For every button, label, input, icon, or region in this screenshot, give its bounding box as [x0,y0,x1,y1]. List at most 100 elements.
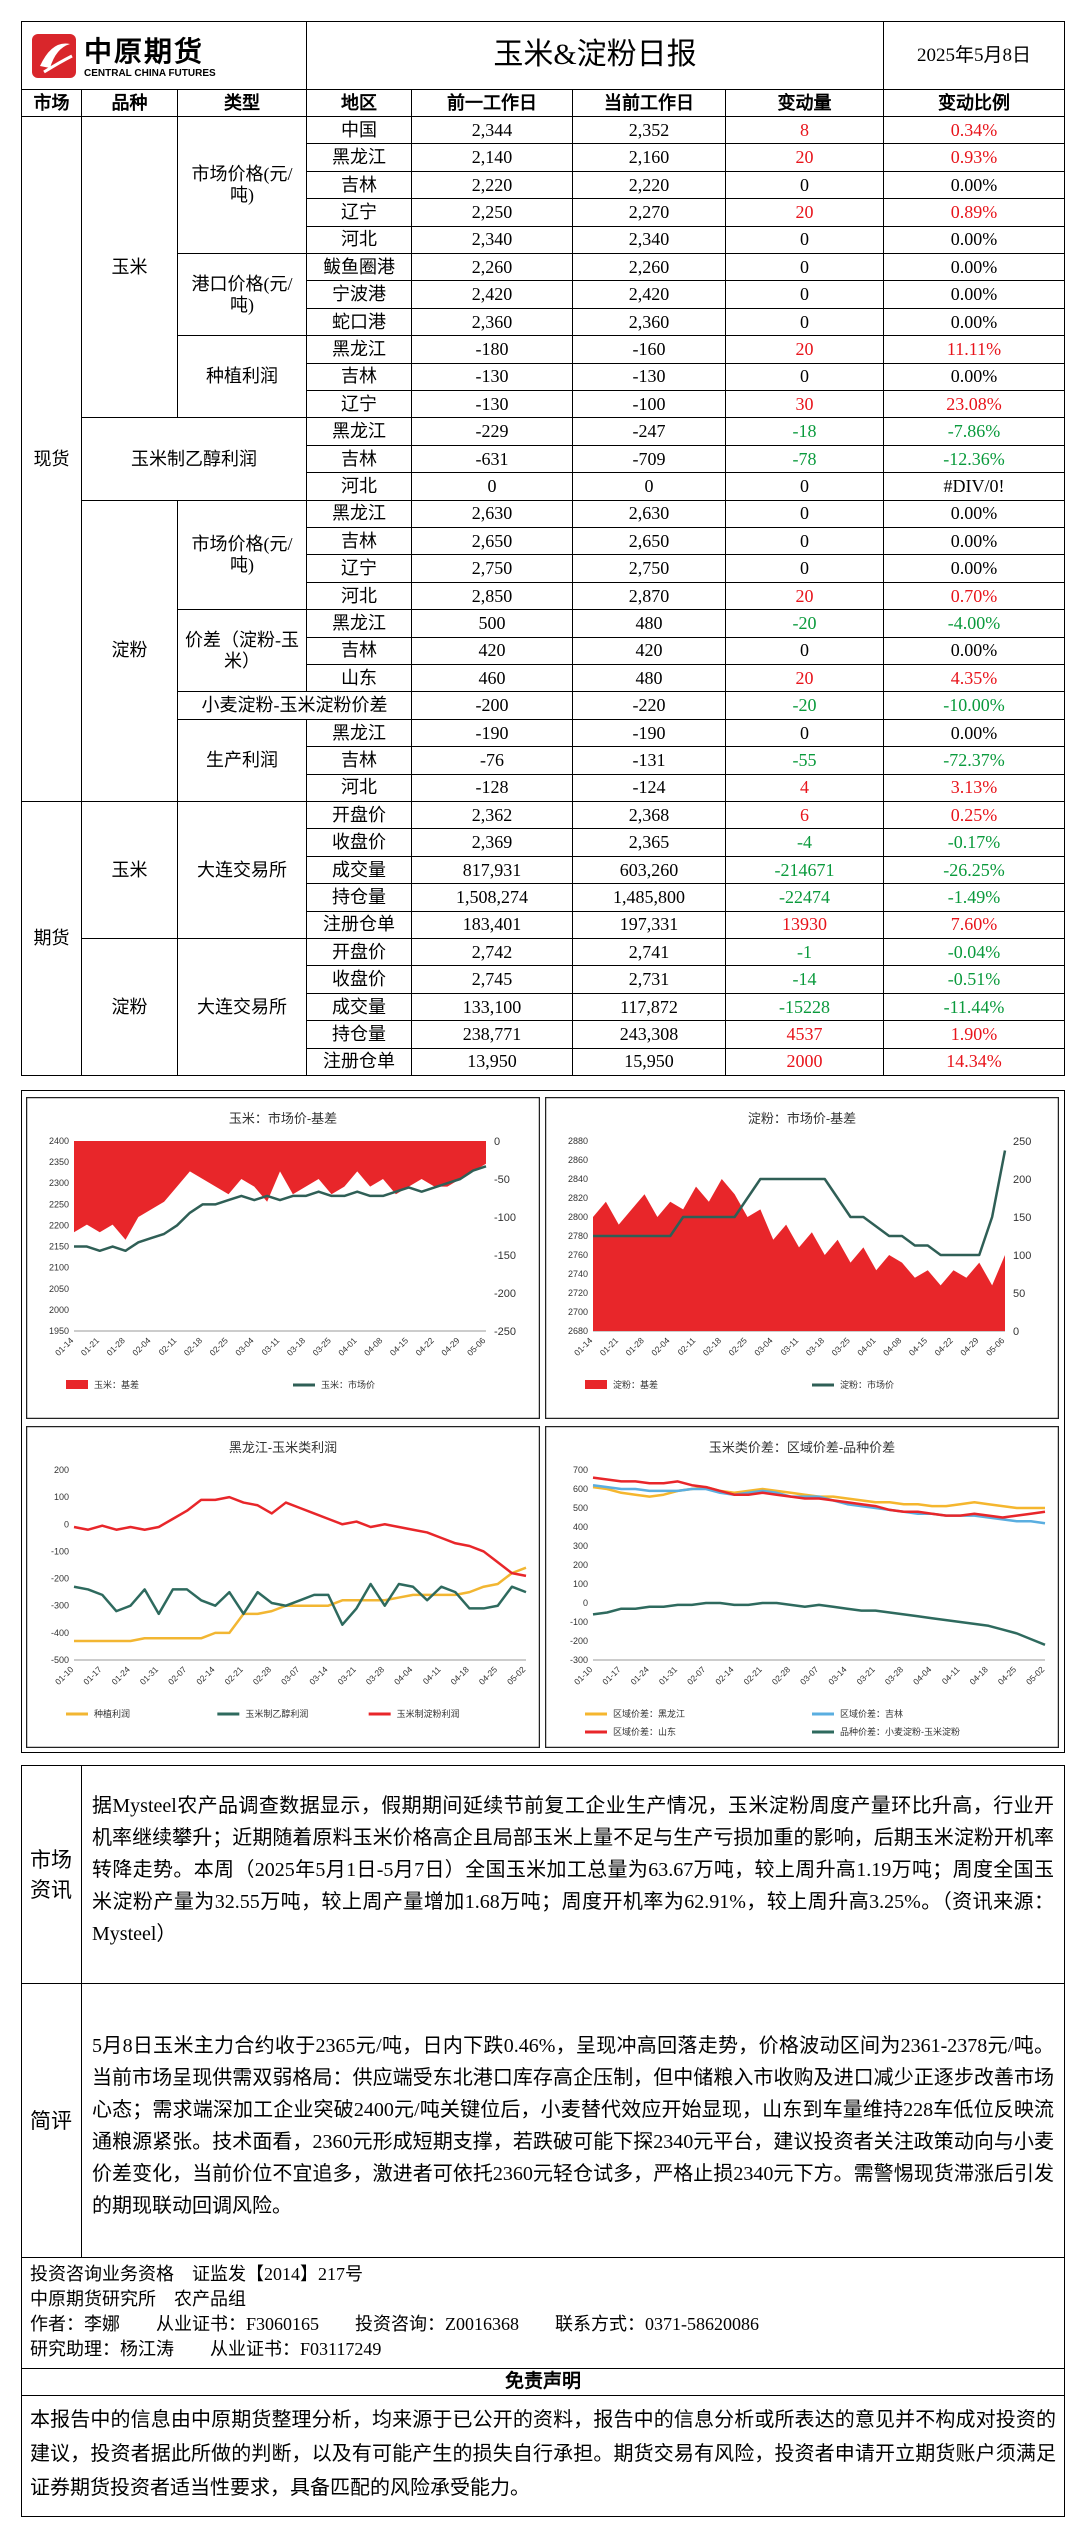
disclaimer-box [21,2395,1065,2517]
y2-tick-label: 0 [494,1136,500,1148]
change-ratio: 0.00% [883,527,1065,556]
change-value: 8 [725,116,884,145]
y2-tick-label: 250 [1013,1136,1031,1148]
change-ratio: 0.34% [883,116,1065,145]
change-ratio: 0.00% [883,307,1065,337]
legend-label: 品种价差：小麦淀粉-玉米淀粉 [840,1726,960,1737]
change-ratio: 23.08% [883,390,1065,419]
change-value: 0 [725,554,884,583]
y-tick-label: 2680 [568,1326,588,1336]
prev-value: -128 [411,773,573,802]
prev-value: 133,100 [411,992,573,1022]
line-series [73,1582,527,1626]
prev-value: -180 [411,335,573,364]
change-value: -20 [725,691,884,720]
legend-label: 区域价差：黑龙江 [613,1708,685,1719]
region: 黑龙江 [306,143,412,172]
change-ratio: 0.00% [883,362,1065,391]
region: 吉林 [306,444,412,474]
chart: 玉米：市场价-基差 1950 2000 2050 2100 2150 2200 2250 230… [26,1097,540,1419]
prev-value: 2,745 [411,965,573,994]
change-value: 0 [725,472,884,501]
change-value: -14 [725,965,884,994]
current-value: 2,368 [572,801,726,830]
prev-value: 420 [411,636,573,665]
y2-tick-label: 200 [1013,1174,1031,1186]
y-tick-label: 2400 [49,1136,69,1146]
prev-value: 2,420 [411,280,573,309]
change-value: -214671 [725,855,884,885]
footer-line: 中原期货研究所 农产品组 [30,2289,246,2309]
prev-value: 460 [411,664,573,693]
change-ratio: 0.00% [883,170,1065,200]
current-value: 603,260 [572,855,726,885]
change-ratio: 1.90% [883,1020,1065,1049]
logo-cell: 中原期货 CENTRAL CHINA FUTURES [21,21,307,90]
change-value: -1 [725,938,884,967]
change-ratio: 0.89% [883,198,1065,227]
y-tick-label: 2700 [568,1307,588,1317]
region: 吉林 [306,170,412,200]
y-tick-label: 2860 [568,1155,588,1165]
column-header: 变动量 [725,89,884,117]
y-tick-label: 1950 [49,1326,69,1336]
y-tick-label: -100 [51,1546,69,1556]
type-label: 种植利润 [177,335,307,419]
legend-label: 淀粉：市场价 [840,1379,894,1390]
y-tick-label: 500 [573,1503,588,1513]
variety-label: 玉米 [81,801,178,939]
column-header: 变动比例 [883,89,1065,117]
y-tick-label: -300 [570,1655,588,1665]
current-value: -160 [572,335,726,364]
current-value: 2,360 [572,307,726,337]
current-value: 2,220 [572,170,726,200]
change-ratio: 0.00% [883,253,1065,282]
change-ratio: 11.11% [883,335,1065,364]
change-value: 20 [725,335,884,364]
news-label: 市场资讯 [30,1847,72,1902]
change-value: -78 [725,444,884,474]
current-value: -131 [572,746,726,775]
change-value: 20 [725,664,884,693]
footer-line: 作者：李娜 从业证书：F3060165 投资咨询：Z0016368 联系方式：0… [30,2314,759,2334]
prev-value: 2,340 [411,225,573,254]
line-series [74,1566,527,1643]
change-ratio: #DIV/0! [883,472,1065,501]
current-value: 197,331 [572,910,726,939]
region: 辽宁 [306,198,412,227]
change-value: -4 [725,828,884,857]
market-label: 期货 [21,801,82,1076]
y-tick-label: 2350 [49,1157,69,1167]
change-ratio: 0.25% [883,801,1065,830]
current-value: 2,650 [572,527,726,556]
region: 鲅鱼圈港 [306,253,412,282]
prev-value: 183,401 [411,910,573,939]
current-value: 2,270 [572,198,726,227]
current-value: 480 [572,609,726,638]
y-tick-label: 2100 [49,1263,69,1273]
variety-label: 淀粉 [81,938,178,1076]
legend-swatch [66,1380,88,1389]
legend-swatch [585,1380,607,1389]
line-series [593,1150,1007,1257]
region: 河北 [306,581,412,611]
current-value: -130 [572,362,726,391]
region: 河北 [306,472,412,501]
region: 吉林 [306,746,412,775]
current-value: 15,950 [572,1047,726,1076]
prev-value: 2,260 [411,253,573,282]
y2-tick-label: -250 [494,1326,516,1338]
change-value: 0 [725,527,884,556]
prev-value: 2,360 [411,307,573,337]
change-ratio: 0.00% [883,554,1065,583]
legend-label: 玉米制淀粉利润 [397,1708,460,1719]
prev-value: 817,931 [411,855,573,885]
y2-tick-label: -100 [494,1212,516,1224]
prev-value: 2,220 [411,170,573,200]
y-tick-label: -100 [570,1617,588,1627]
current-value: 2,731 [572,965,726,994]
legend-label: 玉米：市场价 [321,1379,375,1390]
type-label: 小麦淀粉-玉米淀粉价差 [177,691,412,720]
change-ratio: -0.17% [883,828,1065,857]
area-series [74,1141,486,1240]
